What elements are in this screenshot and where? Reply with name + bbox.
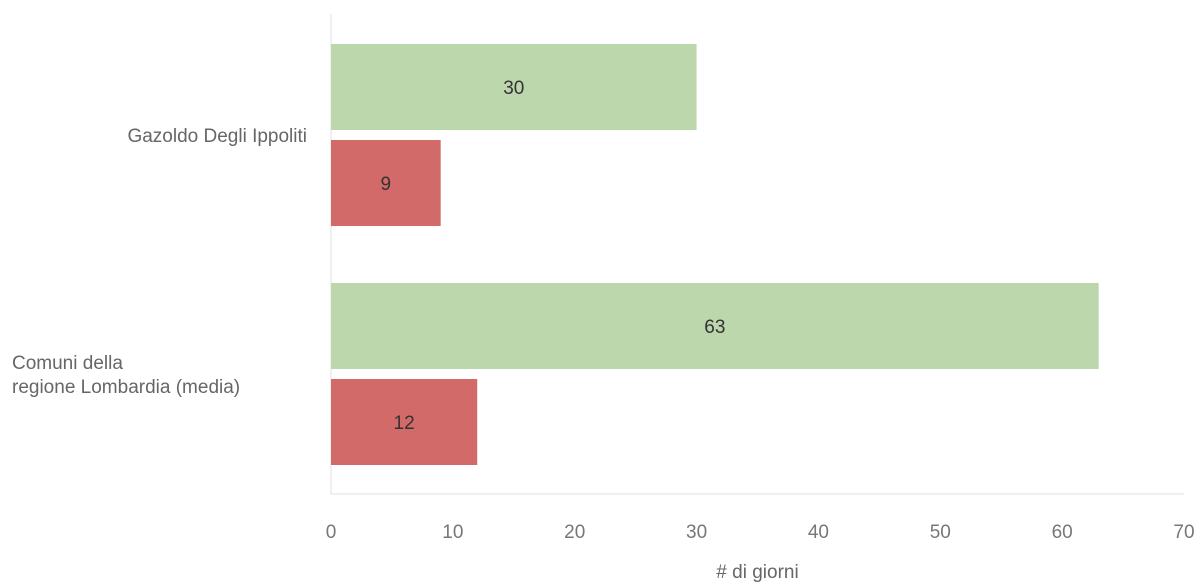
x-tick-label: 30 — [686, 522, 707, 543]
bar-labels-group: 30 9 63 12 — [381, 78, 726, 434]
bar-value-label: 30 — [503, 78, 524, 99]
category-label: Comuni della regione Lombardia (media) — [12, 353, 240, 398]
bar — [331, 140, 441, 226]
x-tick-label: 50 — [930, 522, 951, 543]
bar — [331, 379, 478, 465]
x-tick-label: 40 — [808, 522, 829, 543]
category-label-line: regione Lombardia (media) — [12, 377, 240, 398]
bar — [331, 283, 1099, 369]
x-tick-label: 60 — [1052, 522, 1073, 543]
x-tick-labels-group: 0 10 20 30 40 50 60 70 — [326, 522, 1195, 543]
category-label-line: Comuni della — [12, 353, 123, 374]
x-tick-label: 10 — [442, 522, 463, 543]
category-labels-group: Gazoldo Degli Ippoliti Comuni della region… — [12, 126, 307, 398]
bar-value-label: 12 — [394, 413, 415, 434]
x-tick-label: 20 — [564, 522, 585, 543]
bar — [331, 44, 697, 130]
x-tick-label: 70 — [1173, 522, 1194, 543]
category-label-line: Gazoldo Degli Ippoliti — [127, 126, 307, 147]
x-tick-label: 0 — [326, 522, 337, 543]
x-axis-title: # di giorni — [716, 562, 798, 583]
bar-value-label: 63 — [704, 317, 725, 338]
bar-value-label: 9 — [381, 174, 392, 195]
category-label: Gazoldo Degli Ippoliti — [127, 126, 307, 147]
bars-group — [331, 44, 1099, 465]
